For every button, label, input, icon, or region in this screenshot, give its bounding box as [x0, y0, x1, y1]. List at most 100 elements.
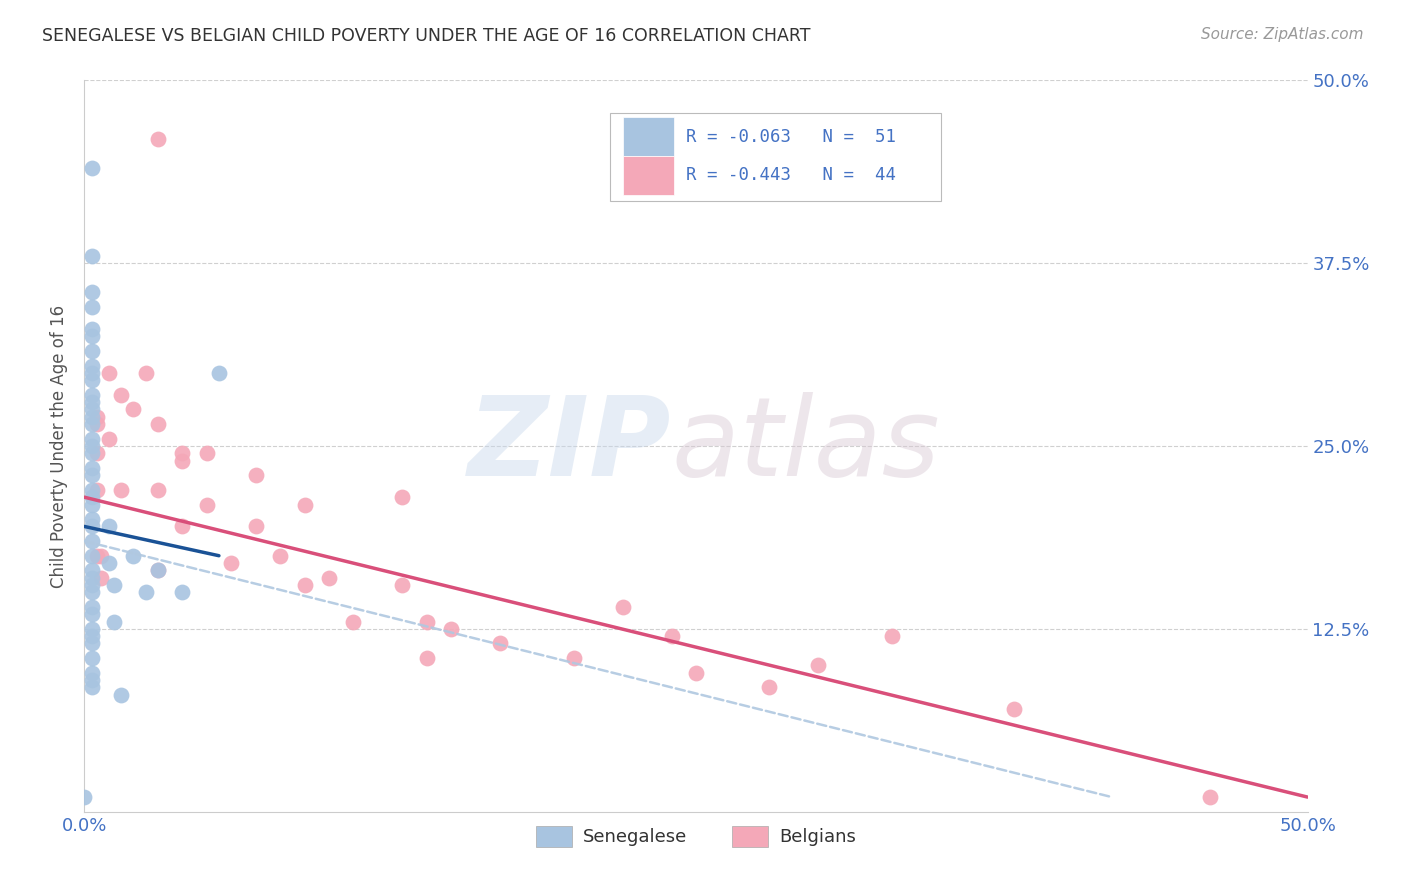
Point: [97, 556, 120, 570]
Point: [122, 402, 145, 417]
Point: [195, 446, 218, 460]
Point: [612, 599, 634, 614]
FancyBboxPatch shape: [623, 155, 673, 195]
Point: [80, 498, 103, 512]
Point: [80, 585, 103, 599]
Point: [294, 498, 316, 512]
Point: [80, 519, 103, 533]
Point: [97, 432, 120, 446]
Point: [80, 249, 103, 263]
Point: [172, 453, 194, 467]
Point: [208, 366, 231, 380]
Point: [80, 651, 103, 665]
Point: [80, 578, 103, 592]
Point: [80, 366, 103, 380]
Text: Source: ZipAtlas.com: Source: ZipAtlas.com: [1201, 27, 1364, 42]
Point: [80, 629, 103, 643]
Point: [80, 563, 103, 577]
Point: [97, 366, 120, 380]
Point: [80, 373, 103, 387]
Point: [269, 549, 291, 563]
Point: [807, 658, 830, 673]
Point: [73, 790, 96, 805]
Point: [86, 446, 108, 460]
Point: [80, 607, 103, 622]
FancyBboxPatch shape: [623, 117, 673, 156]
Point: [172, 585, 194, 599]
Point: [685, 665, 707, 680]
Point: [86, 549, 108, 563]
Point: [80, 432, 103, 446]
Point: [219, 556, 242, 570]
Point: [80, 549, 103, 563]
Text: atlas: atlas: [672, 392, 941, 500]
Text: R = -0.443   N =  44: R = -0.443 N = 44: [686, 167, 896, 185]
Point: [80, 388, 103, 402]
Point: [440, 622, 463, 636]
Point: [1198, 790, 1220, 805]
Point: [245, 519, 267, 533]
Point: [135, 585, 157, 599]
Point: [97, 519, 120, 533]
Point: [80, 665, 103, 680]
Point: [122, 549, 145, 563]
Point: [86, 417, 108, 431]
Point: [172, 446, 194, 460]
Point: [880, 629, 903, 643]
Point: [103, 578, 125, 592]
Text: ZIP: ZIP: [468, 392, 672, 500]
Point: [80, 161, 103, 175]
Point: [146, 417, 169, 431]
Point: [80, 483, 103, 497]
Point: [86, 409, 108, 424]
Point: [80, 402, 103, 417]
Point: [80, 673, 103, 687]
Text: SENEGALESE VS BELGIAN CHILD POVERTY UNDER THE AGE OF 16 CORRELATION CHART: SENEGALESE VS BELGIAN CHILD POVERTY UNDE…: [42, 27, 811, 45]
Point: [80, 681, 103, 695]
Point: [172, 519, 194, 533]
Point: [80, 359, 103, 373]
Point: [110, 688, 132, 702]
Point: [135, 366, 157, 380]
Point: [416, 651, 439, 665]
Point: [146, 483, 169, 497]
Point: [80, 512, 103, 526]
Point: [318, 571, 340, 585]
Point: [110, 388, 132, 402]
Point: [80, 571, 103, 585]
Point: [1002, 702, 1025, 716]
Point: [146, 132, 169, 146]
Point: [391, 578, 413, 592]
Point: [342, 615, 364, 629]
Point: [562, 651, 585, 665]
Point: [103, 615, 125, 629]
Point: [80, 329, 103, 343]
Point: [80, 468, 103, 483]
Point: [86, 483, 108, 497]
Point: [758, 681, 780, 695]
Point: [294, 578, 316, 592]
Point: [146, 563, 169, 577]
Point: [391, 490, 413, 504]
Point: [80, 322, 103, 336]
Point: [416, 615, 439, 629]
Point: [80, 534, 103, 549]
Text: R = -0.063   N =  51: R = -0.063 N = 51: [686, 128, 896, 145]
Point: [80, 409, 103, 424]
Point: [80, 446, 103, 460]
Point: [80, 417, 103, 431]
Point: [80, 285, 103, 300]
Point: [80, 636, 103, 650]
Point: [80, 439, 103, 453]
Point: [80, 599, 103, 614]
Point: [80, 395, 103, 409]
Point: [195, 498, 218, 512]
Point: [146, 563, 169, 577]
Point: [80, 461, 103, 475]
Legend: Senegalese, Belgians: Senegalese, Belgians: [529, 819, 863, 854]
Point: [80, 300, 103, 314]
Point: [489, 636, 512, 650]
Point: [110, 483, 132, 497]
Point: [80, 490, 103, 504]
Point: [661, 629, 683, 643]
